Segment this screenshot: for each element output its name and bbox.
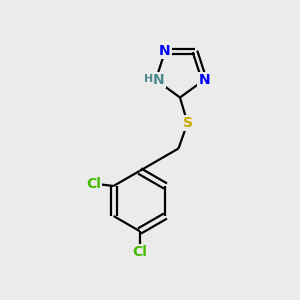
Text: N: N bbox=[198, 73, 210, 87]
Text: H: H bbox=[144, 74, 153, 84]
Text: Cl: Cl bbox=[132, 245, 147, 259]
Text: N: N bbox=[159, 44, 171, 58]
Text: Cl: Cl bbox=[87, 177, 101, 190]
Text: S: S bbox=[182, 116, 193, 130]
Text: N: N bbox=[153, 73, 165, 87]
